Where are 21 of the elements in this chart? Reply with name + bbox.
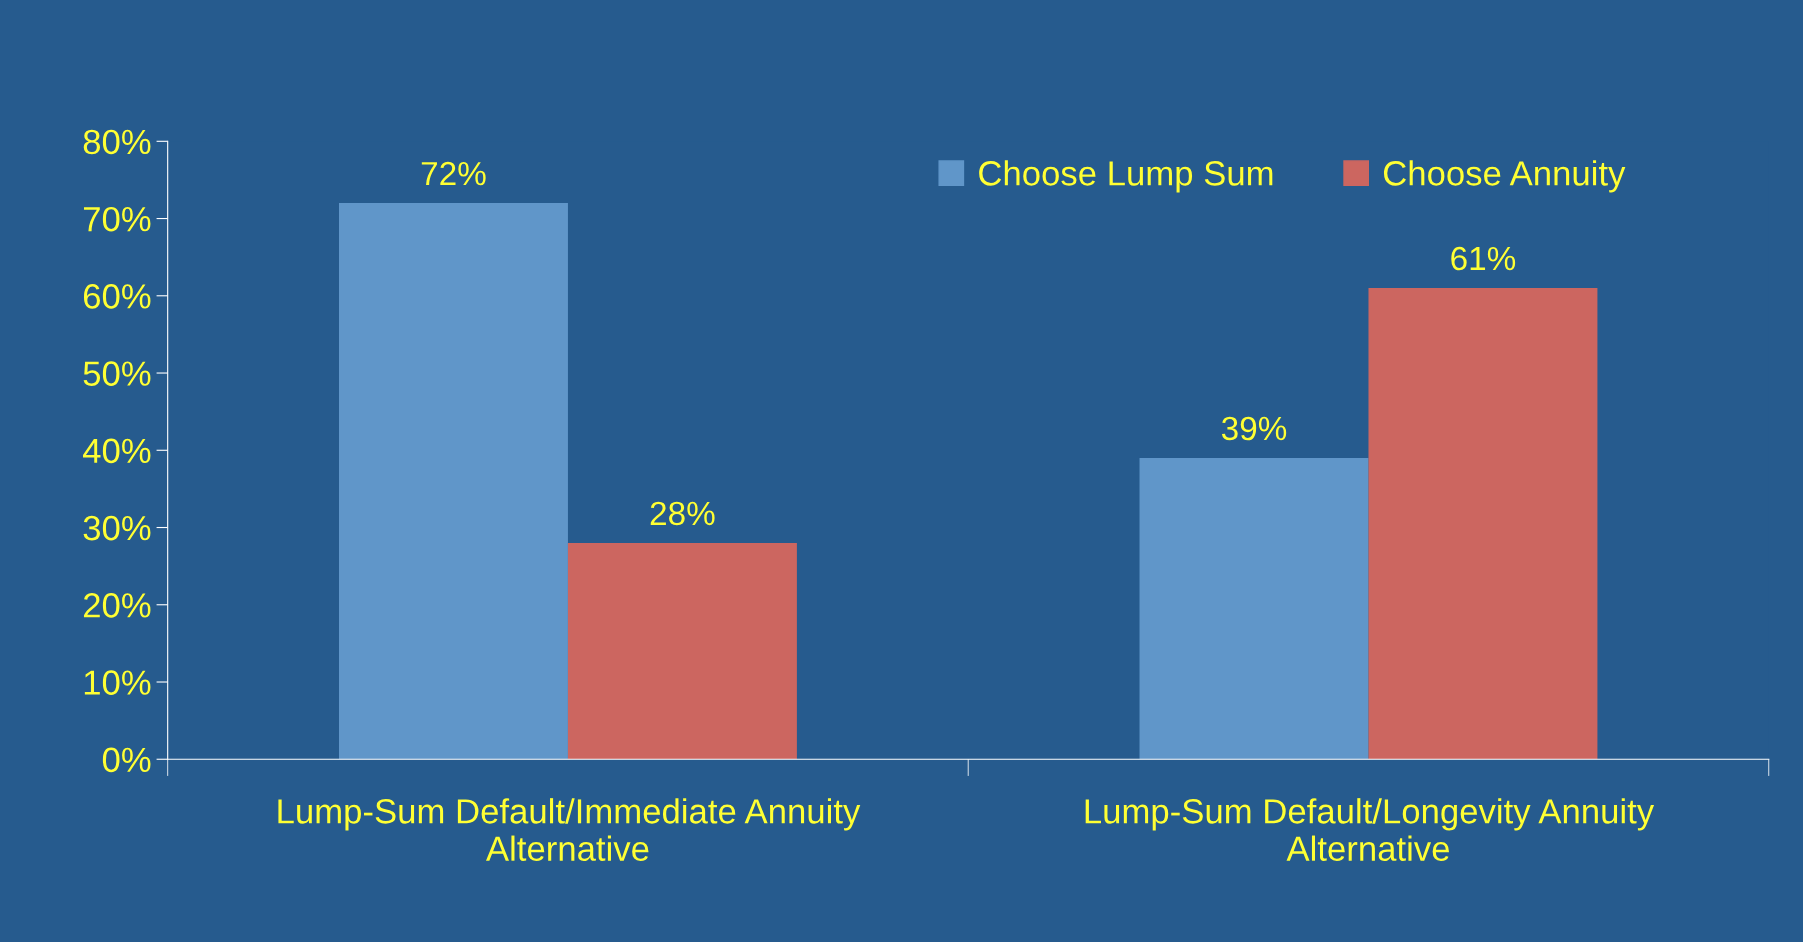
x-tick-label: Lump-Sum Default/Longevity Annuity Alternative bbox=[1085, 798, 1655, 862]
legend-label: Choose Annuity bbox=[1383, 160, 1626, 193]
y-tick-label: 30% bbox=[83, 515, 151, 541]
bar bbox=[567, 542, 797, 760]
y-tick-label: 40% bbox=[83, 438, 151, 464]
y-tick-label: 50% bbox=[83, 361, 151, 386]
x-tick-label: Lump-Sum Default/Immediate Annuity Alternative bbox=[278, 798, 861, 862]
y-tick-label: 80% bbox=[83, 129, 151, 155]
legend-label: Choose Lump Sum bbox=[979, 160, 1273, 193]
y-tick-label: 10% bbox=[84, 670, 151, 695]
y-tick-label: 60% bbox=[83, 284, 151, 309]
data-label: 72% bbox=[421, 161, 486, 186]
y-tick-label: 70% bbox=[83, 206, 151, 232]
data-label: 39% bbox=[1221, 416, 1287, 441]
data-label: 61% bbox=[1451, 246, 1516, 271]
bar bbox=[1368, 288, 1598, 760]
y-tick-label: 20% bbox=[83, 593, 151, 618]
bar bbox=[1139, 458, 1369, 760]
y-tick-label: 0% bbox=[102, 747, 151, 773]
data-label: 28% bbox=[650, 501, 715, 526]
bar bbox=[338, 203, 568, 760]
